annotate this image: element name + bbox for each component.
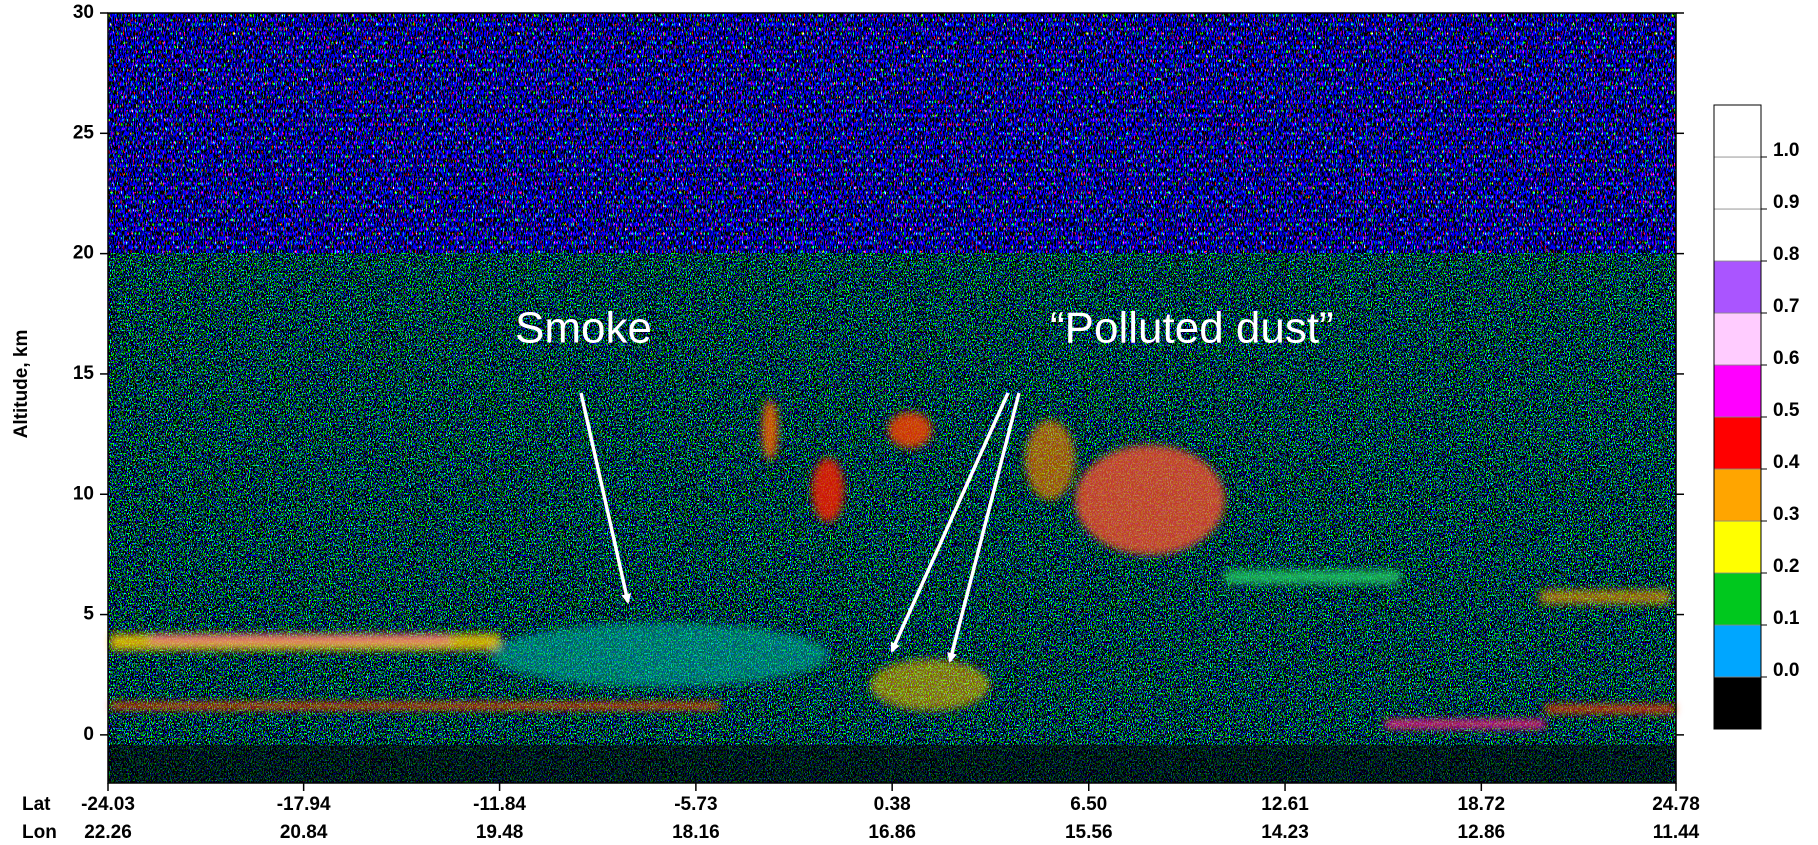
x-row-label: Lon [22, 822, 57, 843]
colorbar-segment [1713, 156, 1762, 210]
lon-tick-label: 12.86 [1458, 822, 1506, 843]
lon-tick-label: 16.86 [868, 822, 916, 843]
lon-tick-label: 20.84 [280, 822, 328, 843]
x-tick-label: -17.94 [277, 794, 331, 815]
colorbar-segment [1713, 312, 1762, 366]
lon-tick-label: 11.44 [1653, 822, 1700, 843]
colorbar-tick-label: 0.0 [1773, 660, 1799, 681]
x-tick-label: 0.38 [874, 794, 911, 815]
colorbar-segment [1713, 624, 1762, 678]
y-tick-label: 25 [73, 122, 95, 143]
annotation-arrow [947, 392, 1021, 663]
y-tick-label: 10 [73, 483, 94, 504]
lon-tick-label: 18.16 [672, 822, 720, 843]
colorbar-segment [1713, 260, 1762, 314]
colorbar-tick-label: 0.9 [1773, 192, 1799, 213]
colorbar-segment [1713, 572, 1762, 626]
lon-tick-label: 15.56 [1065, 822, 1113, 843]
plot-area: Smoke “Polluted dust” [107, 12, 1677, 784]
colorbar-segment [1713, 364, 1762, 418]
colorbar-tick-label: 0.3 [1773, 504, 1799, 525]
backscatter-noise [108, 13, 1676, 253]
lon-tick-label: 14.23 [1261, 822, 1309, 843]
annotation-arrow [579, 392, 632, 604]
colorbar-tick-label: 0.4 [1773, 452, 1800, 473]
lon-tick-label: 22.26 [84, 822, 132, 843]
colorbar-segment [1713, 104, 1762, 158]
aerosol-features [110, 400, 1675, 728]
surface-band [108, 745, 1676, 783]
colorbar-tick-label: 0.2 [1773, 556, 1799, 577]
colorbar-tick-label: 0.1 [1773, 608, 1800, 629]
colorbar-segment [1713, 416, 1762, 470]
y-tick-label: 15 [73, 363, 95, 384]
colorbar-tick-label: 0.8 [1773, 244, 1799, 265]
x-row-label: Lat [22, 794, 51, 815]
colorbar-tick-label: 0.6 [1773, 348, 1799, 369]
x-tick-label: -5.73 [674, 794, 717, 815]
y-tick-label: 30 [73, 2, 94, 23]
colorbar-tick-label: 1.0 [1773, 140, 1799, 161]
colorbar-segment [1713, 676, 1762, 730]
y-tick-label: 5 [83, 604, 94, 625]
colorbar-segment [1713, 468, 1762, 522]
colorbar-segment [1713, 208, 1762, 262]
colorbar-segment [1713, 520, 1762, 574]
x-tick-label: 12.61 [1261, 794, 1309, 815]
annotation: Smoke [515, 304, 652, 353]
x-tick-label: 6.50 [1070, 794, 1107, 815]
x-tick-label: -24.03 [81, 794, 135, 815]
x-tick-label: 24.78 [1652, 794, 1700, 815]
x-tick-label: -11.84 [473, 794, 526, 815]
y-tick-label: 0 [83, 724, 94, 745]
colorbar-tick-label: 0.5 [1773, 400, 1800, 421]
annotation-arrow [890, 392, 1010, 653]
lon-tick-label: 19.48 [476, 822, 524, 843]
y-axis-label: Altitude, km [11, 330, 32, 439]
annotation: “Polluted dust” [1050, 304, 1334, 353]
y-tick-label: 20 [73, 243, 94, 264]
colorbar-tick-label: 0.7 [1773, 296, 1799, 317]
x-tick-label: 18.72 [1458, 794, 1506, 815]
